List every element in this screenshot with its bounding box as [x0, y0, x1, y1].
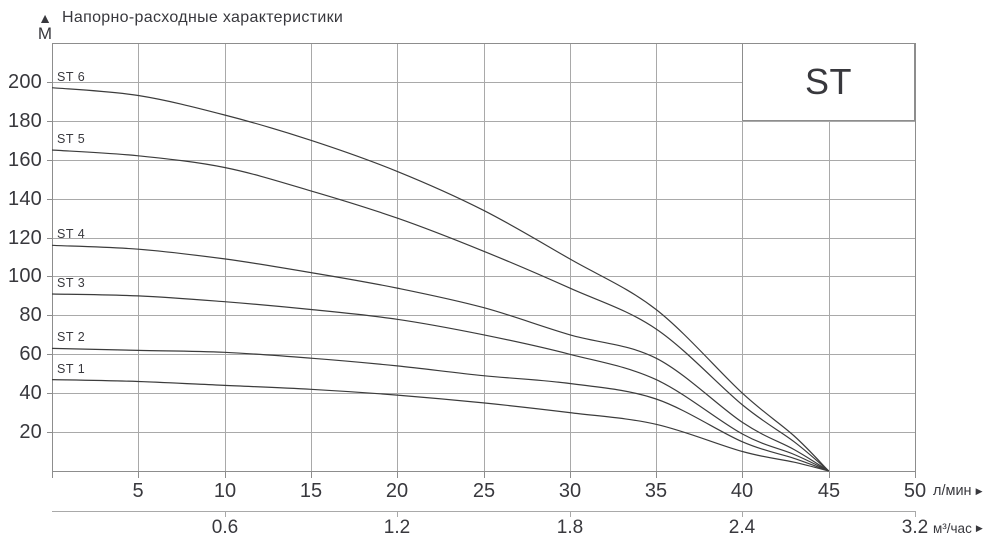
curve-st-3 [51, 293, 829, 472]
x-tick-label: 30 [558, 480, 582, 502]
chart-header: ▲ Напорно-расходные характеристики [36, 8, 343, 28]
curve-label-st-4: ST 4 [57, 227, 86, 241]
legend-box: ST [742, 43, 915, 121]
x2-tick-label: 1.8 [556, 517, 584, 538]
x-axis-unit-label: л/мин ▶ [933, 481, 983, 501]
x-tick-label: 40 [730, 480, 754, 502]
secondary-axis [52, 511, 916, 517]
x-tick-label: 50 [903, 480, 927, 502]
x2-axis-unit-text: м³/час [933, 521, 972, 536]
curve-label-st-1: ST 1 [57, 362, 86, 376]
axis-ticks [47, 82, 916, 478]
x-tick-label: 45 [817, 480, 841, 502]
y-tick-label: 100 [8, 265, 42, 287]
x2-tick-label: 0.6 [211, 517, 239, 538]
x2-tick-label: 1.2 [383, 517, 411, 538]
y-axis-unit-label: М [37, 24, 53, 43]
y-tick-label: 180 [8, 110, 42, 132]
chart-title: Напорно-расходные характеристики [62, 9, 344, 26]
x-axis-arrow-icon: ▶ [975, 485, 983, 496]
curve-label-st-5: ST 5 [57, 132, 86, 146]
curve-st-4 [51, 244, 830, 472]
curve-st-6 [51, 87, 830, 472]
x-tick-label: 10 [213, 480, 237, 502]
y-tick-label: 80 [19, 304, 42, 326]
x-tick-label: 5 [132, 480, 144, 502]
y-tick-label: 120 [8, 227, 42, 249]
x-axis-unit-text: л/мин [933, 483, 972, 499]
curve-label-st-2: ST 2 [57, 330, 86, 344]
curve-st-2 [51, 347, 829, 472]
x2-axis-arrow-icon: ▶ [975, 523, 983, 533]
y-axis-arrow-icon: ▲ [38, 10, 52, 26]
curve-label-st-3: ST 3 [57, 276, 86, 290]
x2-axis-unit-label: м³/час ▶ [933, 519, 983, 538]
x-tick-label: 35 [644, 480, 668, 502]
pump-curves [51, 87, 830, 472]
legend-title: ST [804, 61, 852, 102]
curve-st-5 [51, 149, 830, 472]
y-tick-label: 20 [19, 421, 42, 443]
y-tick-label: 40 [19, 382, 42, 404]
x-tick-label: 15 [299, 480, 323, 502]
curve-st-1 [51, 379, 829, 472]
y-tick-label: 160 [8, 149, 42, 171]
y-tick-label: 140 [8, 188, 42, 210]
x2-tick-label: 2.4 [728, 517, 756, 538]
curve-label-st-6: ST 6 [57, 70, 86, 84]
grid-lines [52, 43, 915, 471]
plot-border [52, 43, 916, 472]
x2-tick-label: 3.2 [901, 517, 929, 538]
x-tick-label: 25 [472, 480, 496, 502]
x-tick-label: 20 [385, 480, 409, 502]
y-tick-label: 200 [8, 71, 42, 93]
y-tick-label: 60 [19, 343, 42, 365]
